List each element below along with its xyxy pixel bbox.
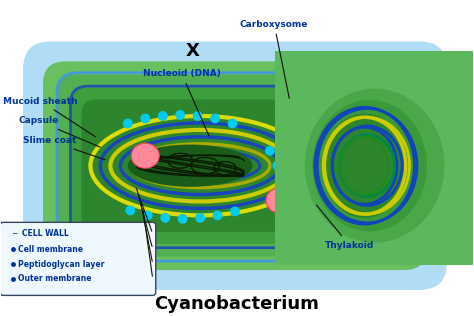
Circle shape (178, 215, 187, 223)
Ellipse shape (310, 92, 439, 239)
Circle shape (228, 119, 237, 128)
Text: Mucoid sheath: Mucoid sheath (3, 97, 96, 137)
Text: Outer membrane: Outer membrane (18, 275, 91, 283)
Ellipse shape (312, 100, 427, 232)
Ellipse shape (345, 91, 445, 240)
Ellipse shape (297, 79, 457, 253)
Text: Carboxysome: Carboxysome (240, 20, 309, 98)
Circle shape (158, 112, 167, 120)
Ellipse shape (302, 84, 452, 248)
FancyBboxPatch shape (70, 88, 391, 244)
Text: Cell membrane: Cell membrane (18, 245, 83, 254)
Circle shape (193, 112, 202, 120)
Ellipse shape (317, 102, 422, 229)
Ellipse shape (340, 96, 424, 235)
FancyBboxPatch shape (82, 100, 374, 232)
Ellipse shape (355, 81, 465, 240)
Ellipse shape (266, 188, 294, 213)
Text: Cyanobacterium: Cyanobacterium (155, 295, 319, 313)
FancyBboxPatch shape (43, 61, 427, 270)
Ellipse shape (305, 89, 445, 243)
FancyBboxPatch shape (23, 41, 447, 290)
Circle shape (141, 114, 149, 123)
Ellipse shape (322, 113, 407, 218)
Ellipse shape (131, 143, 159, 168)
Text: Nucleoid (DNA): Nucleoid (DNA) (143, 69, 221, 136)
Circle shape (213, 211, 222, 220)
FancyBboxPatch shape (275, 52, 474, 265)
Ellipse shape (297, 79, 457, 253)
Ellipse shape (325, 113, 380, 218)
Circle shape (273, 161, 282, 170)
Text: Peptidoglycan layer: Peptidoglycan layer (18, 259, 105, 269)
FancyBboxPatch shape (0, 222, 156, 295)
FancyBboxPatch shape (56, 75, 409, 257)
Circle shape (124, 119, 132, 128)
Ellipse shape (128, 144, 253, 187)
Text: ─  CELL WALL: ─ CELL WALL (12, 229, 69, 238)
Circle shape (231, 207, 239, 216)
Circle shape (265, 147, 274, 155)
Ellipse shape (332, 104, 402, 228)
Text: X: X (186, 42, 200, 60)
Circle shape (144, 211, 152, 220)
Circle shape (126, 206, 135, 215)
Text: Slime coat: Slime coat (23, 136, 105, 160)
Circle shape (176, 111, 184, 119)
Text: Thylakoid: Thylakoid (317, 205, 374, 250)
Text: Capsule: Capsule (18, 117, 100, 147)
Circle shape (196, 214, 204, 222)
Circle shape (211, 114, 219, 123)
Circle shape (161, 214, 169, 222)
